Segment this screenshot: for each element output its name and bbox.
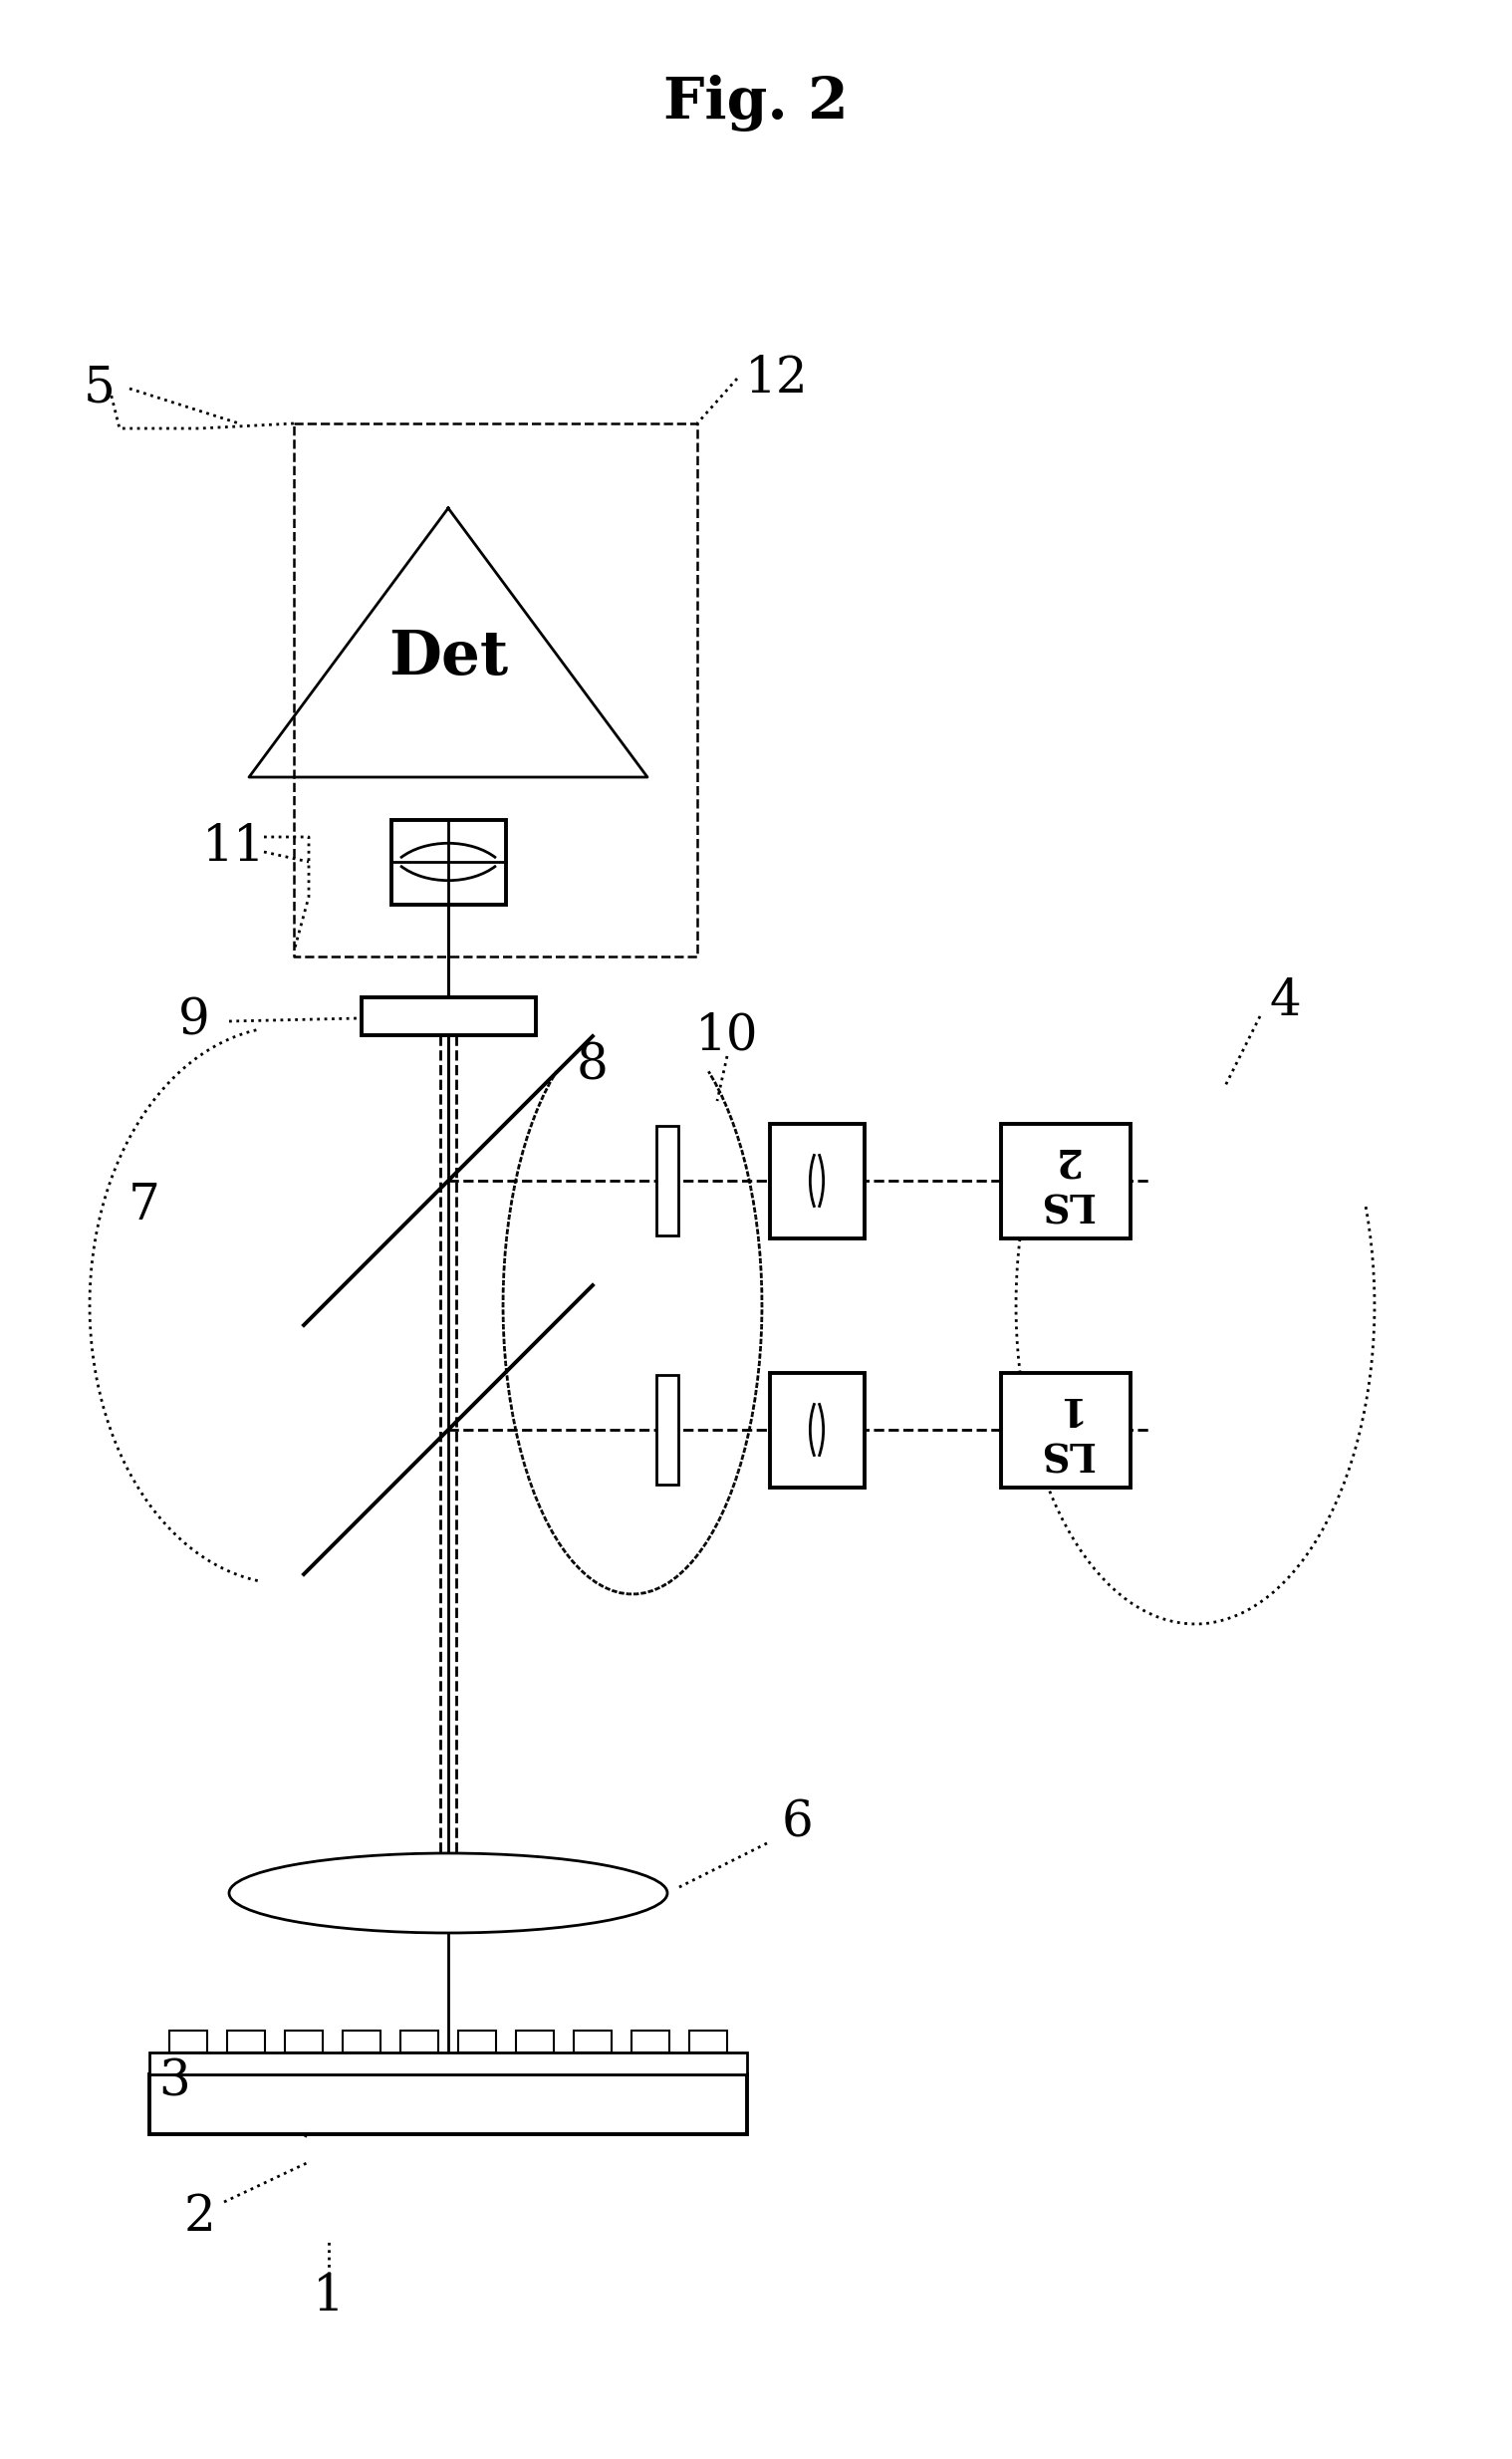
Bar — [392, 819, 505, 905]
Bar — [150, 2075, 747, 2134]
Bar — [516, 2031, 553, 2053]
Bar — [656, 1375, 679, 1485]
Text: 4: 4 — [1269, 976, 1300, 1025]
Bar — [770, 1372, 863, 1488]
Bar — [458, 2031, 496, 2053]
Text: 7: 7 — [129, 1180, 160, 1230]
Bar — [227, 2031, 265, 2053]
Bar — [1001, 1124, 1131, 1237]
Bar — [150, 2053, 747, 2075]
Text: 11: 11 — [203, 821, 266, 870]
Text: Det: Det — [389, 627, 508, 689]
Text: 3: 3 — [159, 2058, 191, 2107]
Bar — [656, 1126, 679, 1234]
Text: 9: 9 — [178, 996, 210, 1045]
Bar — [284, 2031, 322, 2053]
Text: Fig. 2: Fig. 2 — [664, 74, 848, 130]
Text: 1: 1 — [313, 2272, 345, 2321]
Bar — [632, 2031, 670, 2053]
Text: 6: 6 — [782, 1798, 812, 1849]
Bar — [1001, 1372, 1131, 1488]
Ellipse shape — [230, 1854, 667, 1933]
Text: 8: 8 — [576, 1043, 608, 1092]
Text: LS
1: LS 1 — [1039, 1389, 1093, 1470]
Bar — [770, 1124, 863, 1237]
Bar — [169, 2031, 207, 2053]
Text: 5: 5 — [83, 364, 115, 413]
Bar — [573, 2031, 611, 2053]
Text: 2: 2 — [183, 2193, 215, 2243]
Text: 10: 10 — [696, 1011, 759, 1060]
Bar — [689, 2031, 727, 2053]
Bar — [401, 2031, 438, 2053]
Text: 12: 12 — [745, 354, 809, 403]
Bar — [343, 2031, 381, 2053]
Bar — [361, 998, 535, 1035]
Text: LS
2: LS 2 — [1039, 1141, 1093, 1222]
